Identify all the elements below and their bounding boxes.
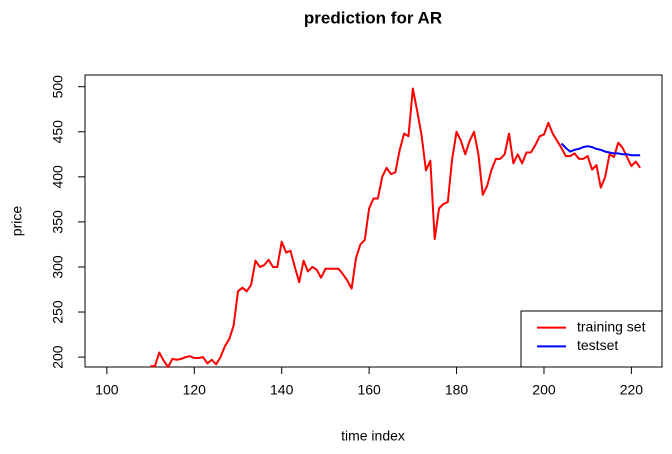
y-tick-label: 400 — [50, 165, 66, 189]
x-tick-label: 100 — [95, 382, 119, 398]
y-tick-label: 450 — [50, 120, 66, 144]
x-tick-label: 140 — [270, 382, 294, 398]
y-tick-label: 500 — [50, 75, 66, 99]
x-tick-label: 160 — [357, 382, 381, 398]
data-line — [560, 142, 641, 157]
data-line — [150, 87, 641, 368]
x-tick-label: 220 — [620, 382, 644, 398]
legend-label: testset — [577, 337, 618, 353]
chart-title: prediction for AR — [304, 8, 442, 27]
y-axis-label: price — [9, 206, 25, 237]
y-tick-label: 250 — [50, 300, 66, 324]
x-tick-label: 180 — [445, 382, 469, 398]
y-tick-label: 200 — [50, 345, 66, 369]
y-tick-label: 350 — [50, 210, 66, 234]
legend-box — [520, 310, 663, 368]
x-tick-label: 200 — [532, 382, 556, 398]
legend-label: training set — [577, 318, 646, 334]
y-tick-label: 300 — [50, 255, 66, 279]
x-axis-label: time index — [341, 428, 405, 444]
x-tick-label: 120 — [183, 382, 207, 398]
